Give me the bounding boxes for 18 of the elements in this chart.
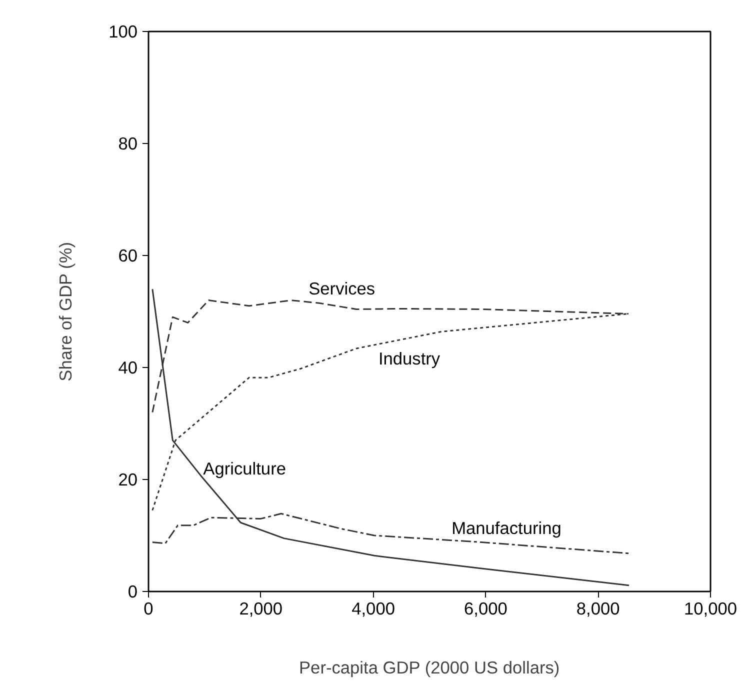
annotation: Agriculture bbox=[203, 458, 286, 478]
annotation: Services bbox=[308, 278, 376, 298]
annotation: Manufacturing bbox=[452, 518, 562, 538]
x-tick-label: 10,000 bbox=[684, 598, 737, 618]
x-tick-label: 6,000 bbox=[464, 598, 508, 618]
y-tick-label: 80 bbox=[118, 134, 138, 154]
x-tick-label: 2,000 bbox=[239, 598, 283, 618]
x-tick-label: 4,000 bbox=[352, 598, 395, 618]
x-tick-label: 0 bbox=[144, 598, 154, 618]
y-tick-label: 20 bbox=[118, 470, 138, 490]
x-tick-label: 8,000 bbox=[576, 598, 620, 618]
x-axis-title: Per-capita GDP (2000 US dollars) bbox=[299, 658, 560, 678]
y-tick-label: 60 bbox=[118, 246, 138, 266]
annotation: Industry bbox=[378, 348, 440, 368]
y-tick-label: 100 bbox=[108, 22, 138, 42]
y-axis-title: Share of GDP (%) bbox=[56, 242, 76, 382]
y-tick-label: 40 bbox=[118, 358, 138, 378]
y-tick-label: 0 bbox=[128, 582, 138, 602]
